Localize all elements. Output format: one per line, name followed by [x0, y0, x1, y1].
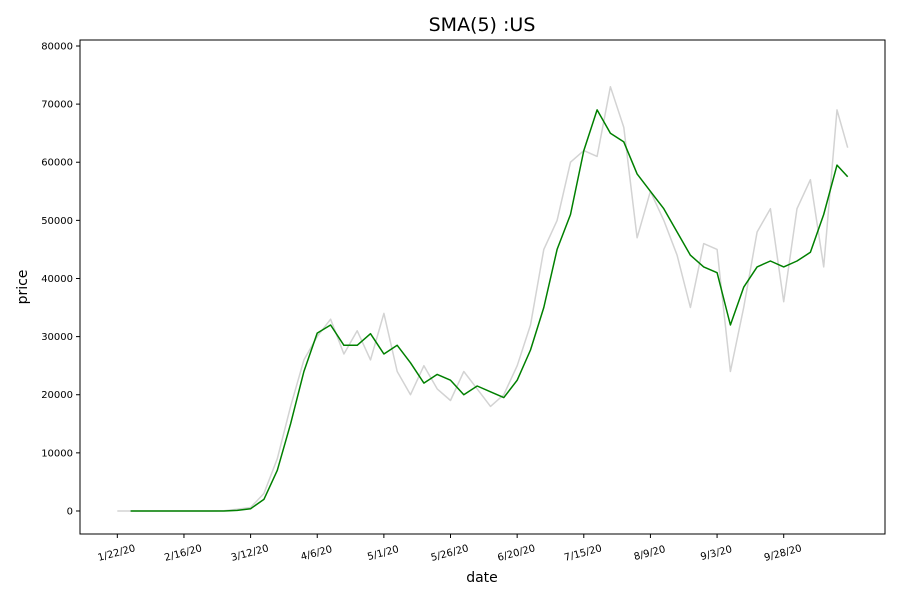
y-tick-label: 60000 [41, 158, 73, 169]
chart-title: SMA(5) :US [429, 14, 536, 36]
y-tick-label: 20000 [41, 390, 73, 401]
y-tick-label: 50000 [41, 216, 73, 227]
y-tick-label: 10000 [41, 448, 73, 459]
y-tick-label: 80000 [41, 41, 73, 52]
series-line [117, 85, 849, 512]
y-tick-label: 70000 [41, 100, 73, 111]
y-tick-label: 0 [67, 506, 73, 517]
y-tick-label: 40000 [41, 274, 73, 285]
y-axis-label: price [15, 270, 31, 305]
plot-frame [79, 39, 886, 535]
series-line [130, 109, 849, 512]
x-axis-label: date [466, 570, 498, 586]
y-tick-label: 30000 [41, 332, 73, 343]
